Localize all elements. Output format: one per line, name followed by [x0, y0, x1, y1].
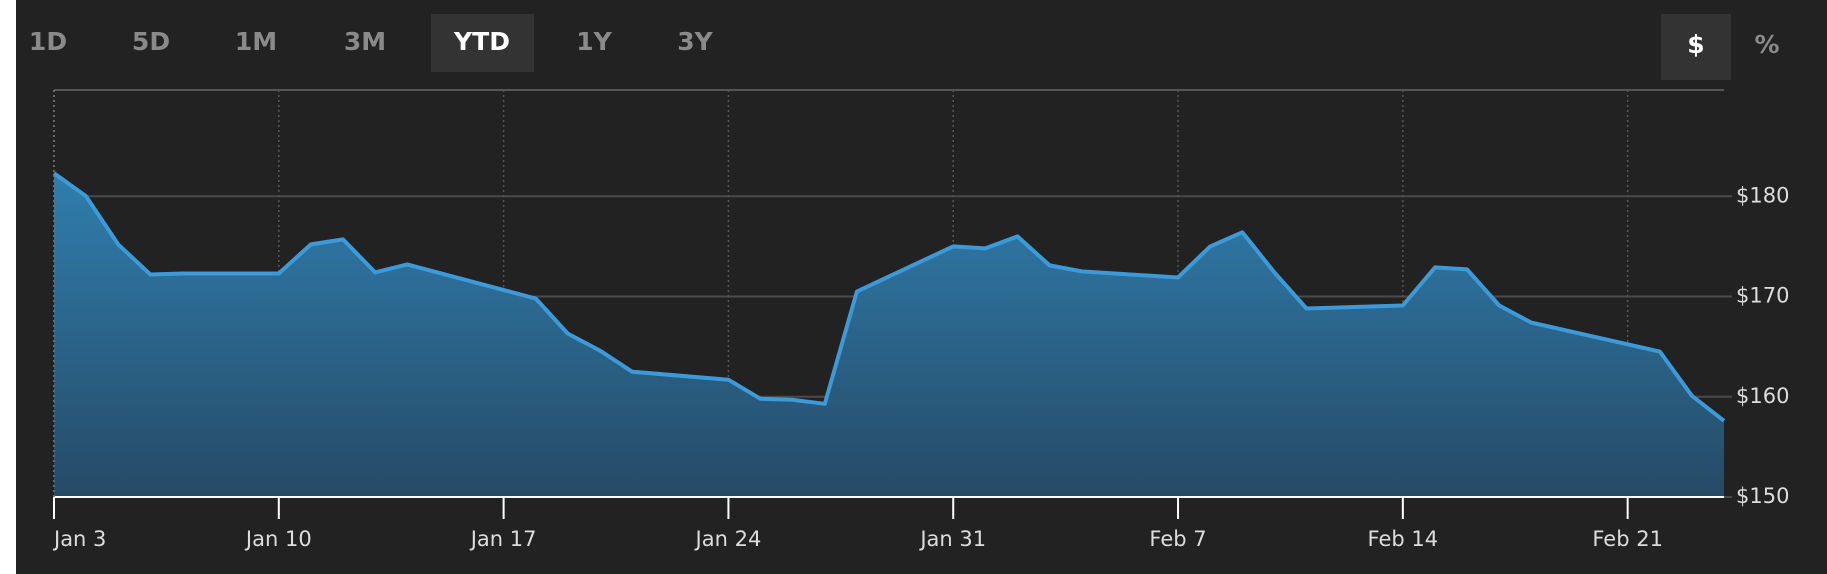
x-tick-label: Jan 17: [469, 527, 537, 551]
y-tick-label: $180: [1736, 183, 1789, 207]
tab-highlight: [1661, 14, 1731, 80]
left-edge: [0, 0, 16, 574]
x-tick-label: Jan 31: [918, 527, 986, 551]
range-tab[interactable]: YTD: [453, 27, 510, 56]
range-tab[interactable]: 1D: [29, 27, 67, 56]
range-tab[interactable]: 5D: [132, 27, 170, 56]
range-tab[interactable]: 1Y: [576, 27, 612, 56]
tab-highlight: [431, 14, 534, 72]
range-tab[interactable]: 1M: [235, 27, 277, 56]
price-line: [52, 171, 1726, 423]
range-tab[interactable]: 3Y: [677, 27, 713, 56]
unit-tab[interactable]: $: [1687, 30, 1704, 59]
x-tick-label: Jan 10: [244, 527, 312, 551]
x-tick-label: Jan 3: [52, 527, 106, 551]
x-tick-label: Feb 7: [1149, 527, 1206, 551]
range-tab[interactable]: 3M: [344, 27, 386, 56]
y-tick-label: $160: [1736, 384, 1789, 408]
y-tick-label: $150: [1736, 484, 1789, 508]
area: [54, 173, 1724, 497]
x-tick-label: Feb 21: [1592, 527, 1663, 551]
x-tick-label: Jan 24: [694, 527, 762, 551]
unit-tab[interactable]: %: [1754, 30, 1779, 59]
y-tick-label: $170: [1736, 284, 1789, 308]
x-tick-label: Feb 14: [1368, 527, 1439, 551]
